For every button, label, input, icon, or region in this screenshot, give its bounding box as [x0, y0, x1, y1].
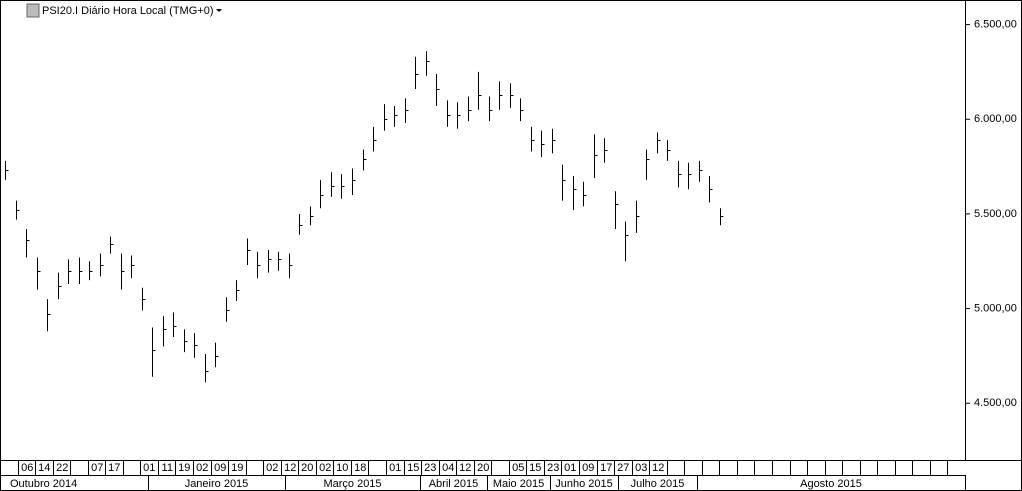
month-label: Maio 2015 [493, 478, 544, 490]
x-tick-label: 14 [38, 462, 50, 474]
x-tick-label: 19 [178, 462, 190, 474]
x-tick-label: 22 [56, 462, 68, 474]
x-tick-label: 15 [407, 462, 419, 474]
x-tick-label: 20 [477, 462, 489, 474]
x-tick-label: 12 [459, 462, 471, 474]
month-label: Outubro 2014 [10, 478, 77, 490]
x-tick-label: 02 [196, 462, 208, 474]
x-tick-label: 06 [21, 462, 33, 474]
month-label: Agosto 2015 [800, 478, 862, 490]
x-tick-label: 18 [354, 462, 366, 474]
y-tick-label: 6.000,00 [974, 113, 1017, 125]
x-tick-label: 17 [108, 462, 120, 474]
month-label: Janeiro 2015 [185, 478, 249, 490]
y-tick-label: 4.500,00 [974, 397, 1017, 409]
x-tick-label: 27 [617, 462, 629, 474]
month-label: Junho 2015 [555, 478, 613, 490]
x-tick-label: 09 [582, 462, 594, 474]
x-tick-label: 11 [162, 462, 173, 474]
y-tick-label: 5.500,00 [974, 208, 1017, 220]
x-tick-label: 03 [635, 462, 647, 474]
y-tick-label: 5.000,00 [974, 302, 1017, 314]
x-tick-label: 01 [143, 462, 155, 474]
month-label: Março 2015 [323, 478, 381, 490]
x-tick-label: 02 [319, 462, 331, 474]
x-tick-label: 05 [512, 462, 524, 474]
month-label: Julho 2015 [631, 478, 685, 490]
x-tick-label: 09 [214, 462, 226, 474]
x-tick-label: 20 [301, 462, 313, 474]
chart-title[interactable]: PSI20.I Diário Hora Local (TMG+0) [42, 5, 213, 17]
x-tick-label: 12 [284, 462, 296, 474]
x-tick-label: 15 [529, 462, 541, 474]
x-tick-label: 23 [547, 462, 559, 474]
x-tick-label: 10 [336, 462, 348, 474]
x-tick-label: 12 [652, 462, 664, 474]
month-label: Abril 2015 [429, 478, 479, 490]
x-tick-label: 01 [564, 462, 576, 474]
x-tick-label: 07 [91, 462, 103, 474]
y-tick-label: 6.500,00 [974, 19, 1017, 31]
instrument-icon[interactable] [26, 3, 40, 18]
x-tick-label: 02 [266, 462, 278, 474]
x-tick-label: 19 [231, 462, 243, 474]
dropdown-arrow[interactable] [216, 9, 222, 12]
x-tick-label: 23 [424, 462, 436, 474]
x-tick-label: 04 [442, 462, 454, 474]
x-tick-label: 01 [389, 462, 401, 474]
x-tick-label: 17 [600, 462, 612, 474]
